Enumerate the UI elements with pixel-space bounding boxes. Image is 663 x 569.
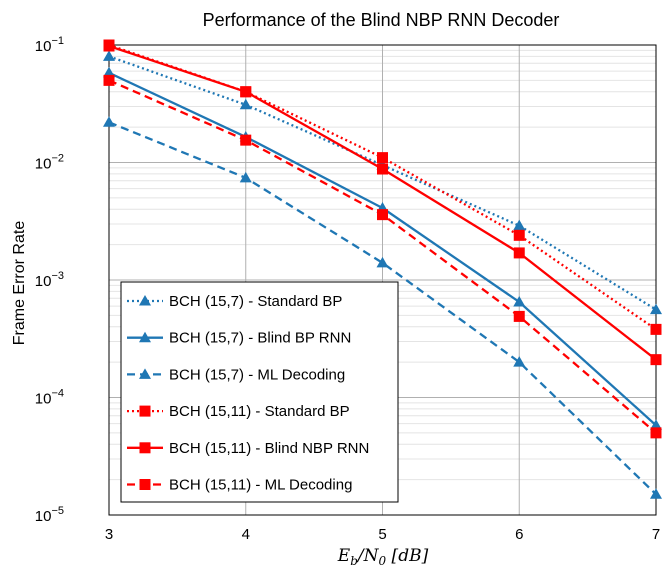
data-point <box>513 295 526 307</box>
data-point <box>239 98 252 110</box>
legend-marker <box>139 405 151 417</box>
legend-label: BCH (15,11) - ML Decoding <box>169 477 352 494</box>
legend-label: BCH (15,7) - Standard BP <box>169 293 342 310</box>
data-point <box>377 163 388 175</box>
data-point <box>377 152 388 164</box>
data-point <box>650 354 662 366</box>
y-tick-label: 10−3 <box>35 270 64 290</box>
y-axis-label: Frame Error Rate <box>11 221 28 346</box>
series-6 <box>103 74 662 439</box>
y-tick-label: 10−4 <box>35 388 64 408</box>
data-point <box>650 303 662 315</box>
legend-marker <box>139 368 151 379</box>
y-tick-labels: 10−5 10−4 10−3 10−2 10−1 <box>35 35 64 525</box>
legend-label: BCH (15,11) - Standard BP <box>169 403 350 420</box>
series-line <box>108 55 657 311</box>
data-point <box>650 419 662 430</box>
legend-entry: BCH (15,11) - Standard BP <box>127 403 350 420</box>
series-5 <box>103 40 662 366</box>
series-line <box>108 121 657 496</box>
y-tick-label: 10−2 <box>35 153 64 173</box>
x-tick-label: 4 <box>242 526 250 543</box>
x-axis-label-sub2: 0 <box>379 554 387 568</box>
series-3 <box>103 116 662 499</box>
data-point <box>513 310 525 322</box>
data-point <box>376 256 389 268</box>
legend-marker <box>139 331 151 343</box>
data-point <box>103 50 115 61</box>
data-point <box>513 247 525 259</box>
y-tick-label: 10−5 <box>35 505 64 525</box>
data-point <box>240 86 252 98</box>
legend-label: BCH (15,11) - Blind NBP RNN <box>169 440 369 457</box>
x-axis-label-base: E <box>337 546 351 566</box>
legend-marker <box>139 295 151 306</box>
x-axis-label-sub: b <box>350 554 358 568</box>
data-point <box>650 323 662 335</box>
legend-label: BCH (15,7) - ML Decoding <box>169 366 345 383</box>
data-point <box>103 74 115 86</box>
data-point <box>513 356 526 367</box>
x-axis-label-unit: [dB] <box>386 546 428 566</box>
data-point <box>103 116 115 127</box>
data-point <box>513 229 525 241</box>
legend-entry: BCH (15,7) - Blind BP RNN <box>127 330 351 347</box>
data-point <box>377 209 388 221</box>
x-axis-label: Eb/N0 [dB] <box>337 546 429 568</box>
series-layer <box>103 39 662 499</box>
legend-marker <box>139 479 151 490</box>
y-tick-label: 10−1 <box>35 35 64 55</box>
x-tick-label: 5 <box>378 526 386 543</box>
legend-label: BCH (15,7) - Blind BP RNN <box>169 330 351 347</box>
legend: BCH (15,7) - Standard BP BCH (15,7) - Bli… <box>120 281 399 503</box>
legend-marker <box>139 442 151 454</box>
plot-area-frame <box>108 44 657 516</box>
data-point <box>103 40 115 52</box>
data-point <box>513 219 526 231</box>
data-point <box>239 171 252 183</box>
x-tick-label: 3 <box>105 526 113 543</box>
x-tick-label: 7 <box>652 526 660 543</box>
data-point <box>103 66 115 78</box>
data-point <box>650 488 662 499</box>
data-point <box>240 134 252 146</box>
x-tick-labels: 3 4 5 6 7 <box>105 526 660 543</box>
legend-entry: BCH (15,11) - ML Decoding <box>127 477 352 494</box>
x-tick-label: 6 <box>515 526 523 543</box>
x-axis-label-mid: /N <box>356 546 380 566</box>
data-point <box>650 427 662 439</box>
chart-title: Performance of the Blind NBP RNN Decoder <box>203 10 560 30</box>
legend-entry: BCH (15,7) - ML Decoding <box>127 366 345 383</box>
legend-entry: BCH (15,7) - Standard BP <box>127 293 342 310</box>
legend-entry: BCH (15,11) - Blind NBP RNN <box>127 440 369 457</box>
legend-box <box>120 281 399 503</box>
